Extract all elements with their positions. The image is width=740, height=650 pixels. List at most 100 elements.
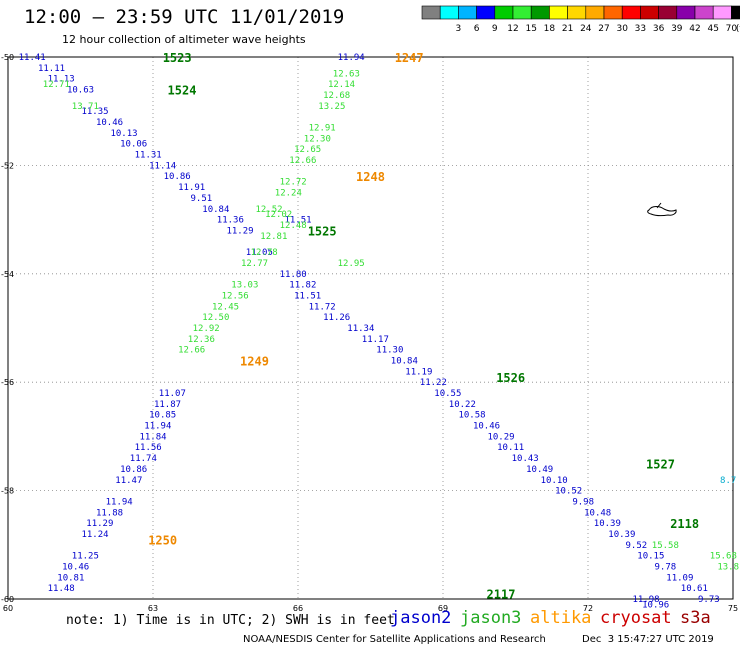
colorbar-tick-label: 18	[544, 24, 556, 34]
swh-value-jason3: 13.71	[72, 102, 99, 112]
swh-value-jason2: 11.84	[139, 432, 166, 442]
swh-value-jason3: 12.78	[251, 248, 278, 258]
swh-value-jason2: 11.29	[226, 226, 253, 236]
swh-value-jason2: 11.29	[86, 519, 113, 529]
swh-value-jason3: 12.52	[255, 205, 282, 215]
map-axis-ticks: 60 63 66 69 72 75 -50 -52 -54 -56 -58 -60	[1, 53, 738, 613]
lat-tick-label: -54	[1, 270, 14, 279]
swh-value-jason3: 12.45	[212, 302, 239, 312]
track-number: 1526	[496, 371, 525, 385]
swh-value-jason2: 10.63	[67, 86, 94, 96]
track-number: 1524	[168, 84, 197, 98]
swh-value-jason2: 11.91	[178, 183, 205, 193]
swh-value-jason2: 11.48	[48, 584, 75, 594]
swh-value-jason2: 11.17	[362, 335, 389, 345]
swh-value-jason2: 9.52	[625, 541, 647, 551]
swh-value-jason2: 10.22	[449, 400, 476, 410]
colorbar-tick-label: 70	[726, 24, 738, 34]
lon-tick-label: 75	[728, 604, 738, 613]
colorbar-tick-label: 21	[562, 24, 573, 34]
swh-value-jason3: 12.36	[188, 335, 215, 345]
colorbar-tick-label: 24	[580, 24, 592, 34]
swh-value-jason3: 12.66	[178, 346, 205, 356]
swh-value-jason3: 12.77	[241, 259, 268, 269]
sat-jason3: jason3	[460, 608, 522, 628]
colorbar-tick-label: 15	[525, 24, 536, 34]
swh-value-jason2: 11.05	[246, 248, 273, 258]
swh-value-jason2: 11.51	[284, 216, 311, 226]
swh-value-jason2: 9.98	[572, 497, 594, 507]
swh-value-jason2: 9.78	[654, 562, 676, 572]
swh-value-jason2: 11.22	[420, 378, 447, 388]
lat-tick-label: -58	[1, 487, 14, 496]
swh-value-jason2: 11.14	[149, 161, 176, 171]
lon-tick-label: 69	[438, 604, 448, 613]
sat-cryosat: cryosat	[600, 608, 672, 628]
sat-jason2: jason2	[390, 608, 452, 628]
swh-value-jason2: 11.94	[106, 497, 133, 507]
colorbar-tick-label: 3	[456, 24, 462, 34]
track-number: 1523	[163, 51, 192, 65]
swh-value-jason2: 11.07	[159, 389, 186, 399]
swh-value-jason2: 11.94	[144, 422, 171, 432]
swh-value-jason3: 12.56	[222, 291, 249, 301]
credit-line: NOAA/NESDIS Center for Satellite Applica…	[243, 634, 546, 645]
swh-value-jason2: 11.47	[115, 476, 142, 486]
lat-tick-label: -60	[1, 595, 14, 604]
lat-tick-label: -52	[1, 161, 14, 170]
swh-value-jason2: 11.13	[48, 75, 75, 85]
swh-value-jason3: 13.03	[231, 281, 258, 291]
sat-s3a: s3a	[680, 608, 711, 628]
swh-value-jason2: 11.09	[666, 573, 693, 583]
swh-value-jason2: 10.61	[681, 584, 708, 594]
swh-value-jason2: 11.82	[289, 281, 316, 291]
swh-value-jason3: 12.14	[328, 80, 355, 90]
swh-value-jason2: 10.06	[120, 140, 147, 150]
track-number: 1249	[240, 355, 269, 369]
track-number: 1248	[356, 170, 385, 184]
swh-value-jason2: 11.41	[19, 53, 46, 63]
sat-altika: altika	[530, 608, 592, 628]
track-number: 1247	[395, 51, 424, 65]
swh-value-cryosat: 8.7	[720, 476, 736, 486]
map-title: 12:00 – 23:59 UTC 11/01/2019	[24, 6, 345, 28]
swh-value-jason2: 10.43	[512, 454, 539, 464]
swh-value-jason2: 11.26	[323, 313, 350, 323]
swh-value-jason2: 11.25	[72, 552, 99, 562]
swh-value-jason3: 15.68	[710, 552, 737, 562]
swh-value-jason3: 12.92	[193, 324, 220, 334]
generated-date: Dec 3 15:47:27 UTC 2019	[582, 634, 714, 645]
swh-value-jason2: 10.55	[434, 389, 461, 399]
lon-tick-label: 60	[3, 604, 13, 613]
swh-value-jason3: 15.58	[652, 541, 679, 551]
swh-value-jason2: 11.88	[96, 508, 123, 518]
colorbar-unit: (ft)	[736, 24, 740, 34]
swh-value-jason2: 10.52	[555, 487, 582, 497]
swh-value-jason3: 13.25	[318, 102, 345, 112]
swh-value-jason3: 12.66	[289, 156, 316, 166]
colorbar-tick-label: 30	[616, 24, 628, 34]
swh-value-jason2: 11.35	[81, 107, 108, 117]
swh-value-jason2: 10.11	[497, 443, 524, 453]
swh-value-jason2: 11.34	[347, 324, 374, 334]
swh-value-jason2: 9.73	[698, 595, 720, 605]
track-number: 1527	[646, 458, 675, 472]
swh-value-jason3: 12.71	[43, 80, 70, 90]
lon-tick-label: 66	[293, 604, 303, 613]
swh-value-jason2: 11.87	[154, 400, 181, 410]
swh-value-jason2: 10.48	[584, 508, 611, 518]
swh-value-jason2: 10.58	[458, 411, 485, 421]
colorbar-tick-label: 33	[635, 24, 646, 34]
swh-value-jason2: 11.19	[405, 367, 432, 377]
colorbar-tick-label: 6	[474, 24, 480, 34]
swh-value-jason3: 12.91	[309, 123, 336, 133]
swh-value-jason3: 12.72	[280, 178, 307, 188]
swh-value-jason2: 10.46	[62, 562, 89, 572]
swh-value-jason3: 12.81	[260, 232, 287, 242]
swh-value-jason2: 10.39	[608, 530, 635, 540]
swh-value-jason2: 11.80	[280, 270, 307, 280]
swh-value-jason2: 11.11	[38, 64, 65, 74]
swh-value-jason2: 10.49	[526, 465, 553, 475]
